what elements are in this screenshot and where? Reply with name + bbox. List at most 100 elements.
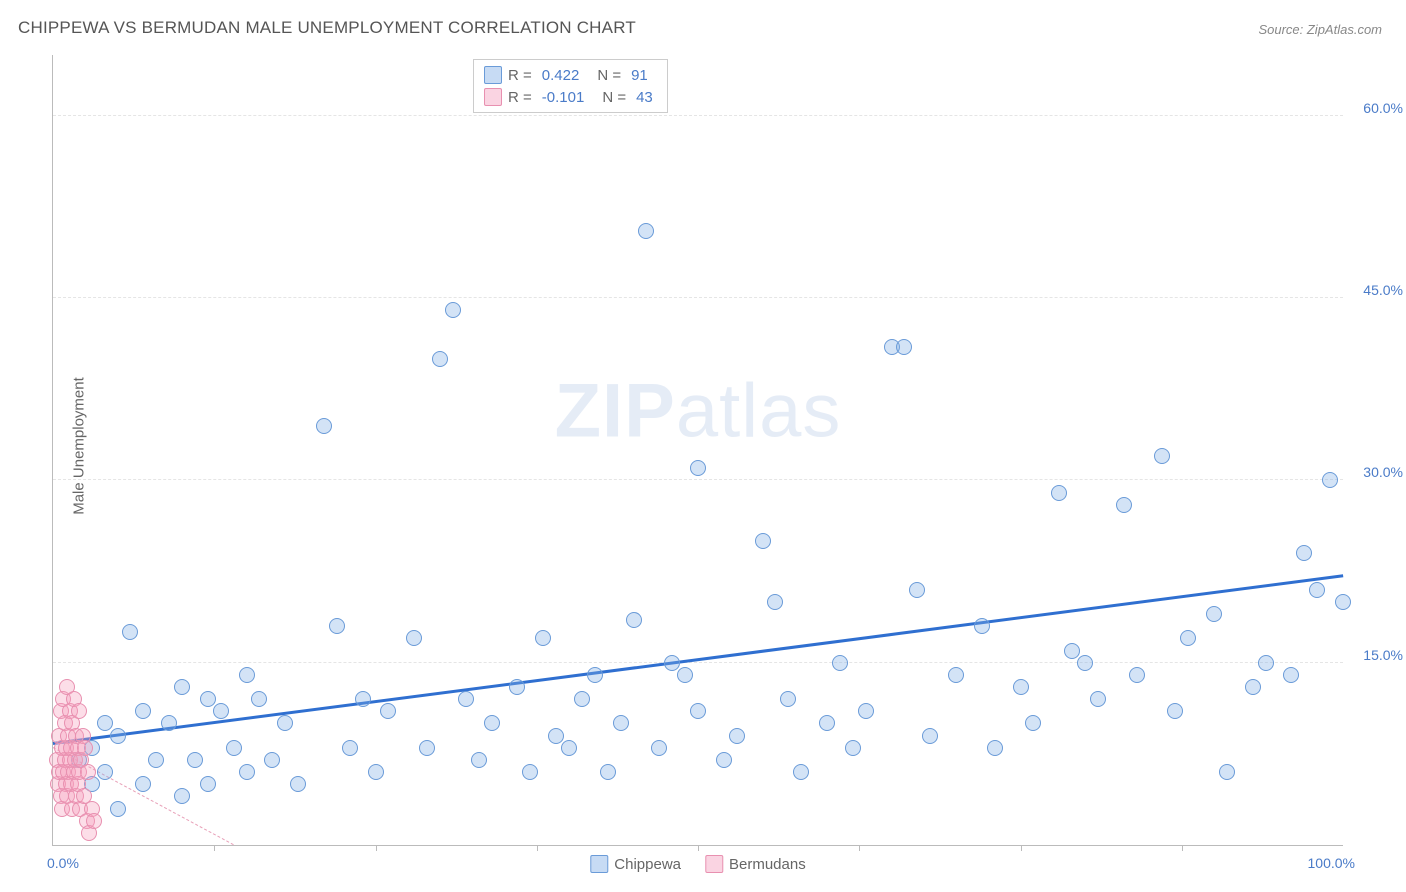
legend-n-label-2: N = xyxy=(602,89,626,106)
x-tick xyxy=(698,845,699,851)
data-point xyxy=(148,752,164,768)
correlation-legend: R = 0.422 N = 91 R = -0.101 N = 43 xyxy=(473,59,668,113)
data-point xyxy=(200,691,216,707)
data-point xyxy=(845,740,861,756)
y-tick-label: 15.0% xyxy=(1363,647,1403,663)
data-point xyxy=(600,764,616,780)
data-point xyxy=(1051,485,1067,501)
data-point xyxy=(1154,448,1170,464)
y-tick-label: 60.0% xyxy=(1363,100,1403,116)
legend-item-bermudans: Bermudans xyxy=(705,855,806,873)
data-point xyxy=(329,618,345,634)
data-point xyxy=(1219,764,1235,780)
legend-n-value-bermudans: 43 xyxy=(636,89,653,106)
data-point xyxy=(1064,643,1080,659)
gridline xyxy=(53,479,1343,480)
data-point xyxy=(484,715,500,731)
data-point xyxy=(419,740,435,756)
legend-n-label: N = xyxy=(597,67,621,84)
data-point xyxy=(77,740,93,756)
data-point xyxy=(1077,655,1093,671)
data-point xyxy=(922,728,938,744)
data-point xyxy=(819,715,835,731)
x-tick xyxy=(376,845,377,851)
data-point xyxy=(458,691,474,707)
data-point xyxy=(548,728,564,744)
data-point xyxy=(948,667,964,683)
data-point xyxy=(767,594,783,610)
data-point xyxy=(677,667,693,683)
watermark: ZIPatlas xyxy=(555,367,842,454)
source-attribution: Source: ZipAtlas.com xyxy=(1258,22,1382,37)
x-tick xyxy=(1182,845,1183,851)
data-point xyxy=(97,764,113,780)
legend-swatch-blue xyxy=(484,66,502,84)
data-point xyxy=(122,624,138,640)
gridline xyxy=(53,662,1343,663)
data-point xyxy=(832,655,848,671)
data-point xyxy=(406,630,422,646)
data-point xyxy=(535,630,551,646)
data-point xyxy=(1322,472,1338,488)
data-point xyxy=(174,679,190,695)
data-point xyxy=(445,302,461,318)
x-tick xyxy=(859,845,860,851)
data-point xyxy=(110,801,126,817)
data-point xyxy=(626,612,642,628)
x-axis-max: 100.0% xyxy=(1308,855,1355,871)
data-point xyxy=(1129,667,1145,683)
legend-swatch-bermudans xyxy=(705,855,723,873)
data-point xyxy=(187,752,203,768)
legend-row-bermudans: R = -0.101 N = 43 xyxy=(484,86,657,108)
data-point xyxy=(1206,606,1222,622)
data-point xyxy=(755,533,771,549)
data-point xyxy=(380,703,396,719)
x-axis-min: 0.0% xyxy=(47,855,79,871)
data-point xyxy=(664,655,680,671)
y-tick-label: 30.0% xyxy=(1363,464,1403,480)
x-tick xyxy=(537,845,538,851)
legend-swatch-chippewa xyxy=(590,855,608,873)
data-point xyxy=(110,728,126,744)
data-point xyxy=(239,764,255,780)
data-point xyxy=(161,715,177,731)
legend-item-chippewa: Chippewa xyxy=(590,855,681,873)
y-tick-label: 45.0% xyxy=(1363,282,1403,298)
data-point xyxy=(638,223,654,239)
legend-label-chippewa: Chippewa xyxy=(614,856,681,873)
data-point xyxy=(1013,679,1029,695)
trend-line xyxy=(53,575,1343,746)
chart-title: CHIPPEWA VS BERMUDAN MALE UNEMPLOYMENT C… xyxy=(18,18,636,38)
data-point xyxy=(174,788,190,804)
data-point xyxy=(974,618,990,634)
data-point xyxy=(896,339,912,355)
data-point xyxy=(277,715,293,731)
legend-row-chippewa: R = 0.422 N = 91 xyxy=(484,64,657,86)
x-tick xyxy=(214,845,215,851)
data-point xyxy=(1283,667,1299,683)
data-point xyxy=(86,813,102,829)
data-point xyxy=(509,679,525,695)
data-point xyxy=(471,752,487,768)
data-point xyxy=(432,351,448,367)
data-point xyxy=(80,764,96,780)
data-point xyxy=(1296,545,1312,561)
data-point xyxy=(1116,497,1132,513)
data-point xyxy=(716,752,732,768)
gridline xyxy=(53,115,1343,116)
data-point xyxy=(574,691,590,707)
data-point xyxy=(135,776,151,792)
data-point xyxy=(1025,715,1041,731)
data-point xyxy=(1090,691,1106,707)
data-point xyxy=(368,764,384,780)
x-tick xyxy=(1021,845,1022,851)
data-point xyxy=(1335,594,1351,610)
legend-r-label: R = xyxy=(508,67,532,84)
data-point xyxy=(987,740,1003,756)
data-point xyxy=(1167,703,1183,719)
data-point xyxy=(316,418,332,434)
scatter-plot-area: ZIPatlas R = 0.422 N = 91 R = -0.101 N =… xyxy=(52,55,1343,846)
data-point xyxy=(858,703,874,719)
data-point xyxy=(1309,582,1325,598)
data-point xyxy=(729,728,745,744)
